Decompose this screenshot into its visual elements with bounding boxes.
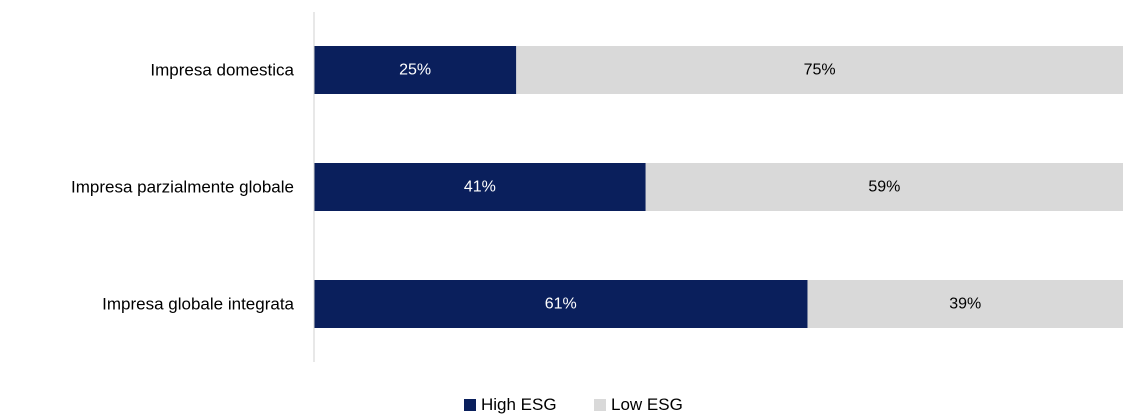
legend-swatch-low-esg <box>594 399 606 411</box>
category-labels: Impresa domestica Impresa parzialmente gl… <box>71 61 295 314</box>
category-label: Impresa globale integrata <box>102 295 294 314</box>
bar-segment-low-esg <box>516 46 1123 94</box>
legend-label-low-esg: Low ESG <box>611 395 683 414</box>
legend: High ESG Low ESG <box>464 395 683 414</box>
bar-segment-high-esg <box>314 46 517 94</box>
data-label: 25% <box>399 62 431 79</box>
data-label: 61% <box>545 296 577 313</box>
data-label: 39% <box>949 296 981 313</box>
data-label: 59% <box>868 179 900 196</box>
legend-swatch-high-esg <box>464 399 476 411</box>
bar-segment-high-esg <box>314 163 646 211</box>
bar-segment-low-esg <box>645 163 1123 211</box>
category-label: Impresa domestica <box>150 61 294 80</box>
data-label: 75% <box>804 62 836 79</box>
legend-label-high-esg: High ESG <box>481 395 557 414</box>
bar-segment-high-esg <box>314 280 808 328</box>
category-label: Impresa parzialmente globale <box>71 178 294 197</box>
data-label: 41% <box>464 179 496 196</box>
bars-group: 25% 75% 41% 59% 61% 39% <box>314 46 1123 328</box>
bar-segment-low-esg <box>807 280 1123 328</box>
